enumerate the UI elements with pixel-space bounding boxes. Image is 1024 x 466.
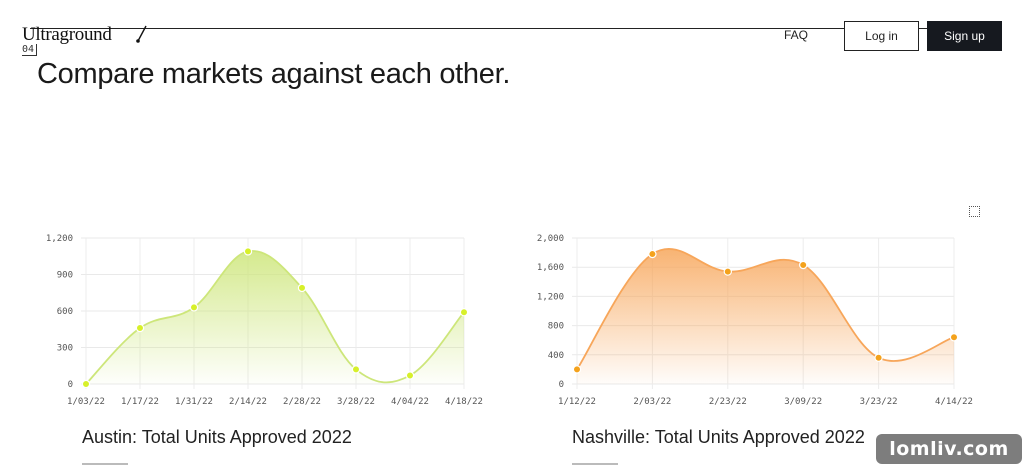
data-point[interactable]	[189, 303, 199, 312]
data-point[interactable]	[81, 379, 91, 389]
header-rule	[30, 28, 1002, 29]
data-point[interactable]	[799, 260, 808, 270]
data-point[interactable]	[949, 333, 959, 342]
watermark-text: lomliv.com	[889, 438, 1009, 460]
nashville-area-fill	[577, 248, 954, 384]
austin-area-fill	[86, 250, 464, 384]
data-point[interactable]	[723, 267, 732, 276]
x-tick-label: 3/09/22	[784, 397, 822, 407]
x-tick-label: 2/23/22	[709, 397, 747, 407]
nashville-chart-svg: 0 400 800 1,200 1,600 2,000 1/12/22 2/03/22 2/23…	[537, 234, 973, 407]
x-tick-label: 1/17/22	[121, 397, 159, 407]
y-tick-label: 800	[548, 322, 564, 332]
y-tick-label: 1,200	[537, 292, 564, 302]
austin-chart-title: Austin: Total Units Approved 2022	[82, 427, 352, 447]
y-tick-label: 900	[57, 271, 73, 281]
y-tick-label: 2,000	[537, 234, 564, 244]
expand-icon[interactable]	[969, 206, 980, 217]
login-button[interactable]: Log in	[844, 21, 919, 51]
x-tick-label: 4/18/22	[445, 397, 483, 407]
y-tick-label: 0	[559, 380, 564, 390]
y-tick-label: 300	[57, 344, 73, 354]
austin-chart-svg: 0 300 600 900 1,200 1/03/22 1/17/22 1/31/22 2/14…	[46, 234, 483, 407]
data-point[interactable]	[405, 371, 415, 380]
austin-chart: 0 300 600 900 1,200 1/03/22 1/17/22 1/31/22 2/14…	[40, 226, 500, 416]
logo[interactable]: Ultraground	[22, 24, 112, 45]
data-point[interactable]	[572, 365, 582, 374]
data-point[interactable]	[297, 283, 307, 293]
x-tick-label: 4/14/22	[935, 397, 973, 407]
signup-button[interactable]: Sign up	[927, 21, 1002, 51]
data-point[interactable]	[351, 365, 361, 374]
nashville-chart: 0 400 800 1,200 1,600 2,000 1/12/22 2/03/22 2/23…	[530, 226, 990, 416]
x-tick-label: 4/04/22	[391, 397, 429, 407]
x-tick-label: 1/31/22	[175, 397, 213, 407]
y-tick-label: 1,200	[46, 234, 73, 244]
nashville-chart-title: Nashville: Total Units Approved 2022	[572, 427, 865, 447]
data-point[interactable]	[243, 247, 253, 256]
x-tick-label: 2/03/22	[633, 397, 671, 407]
data-point[interactable]	[874, 353, 883, 362]
x-tick-label: 1/12/22	[558, 397, 596, 407]
y-tick-label: 600	[57, 307, 73, 317]
faq-link[interactable]: FAQ	[784, 28, 809, 42]
x-tick-label: 3/28/22	[337, 397, 375, 407]
data-point[interactable]	[648, 249, 657, 259]
x-tick-label: 2/14/22	[229, 397, 267, 407]
page-title: Compare markets against each other.	[37, 58, 511, 90]
nashville-link-underline[interactable]	[572, 463, 618, 465]
x-tick-label: 3/23/22	[860, 397, 898, 407]
austin-link-underline[interactable]	[82, 463, 128, 465]
y-tick-label: 0	[68, 380, 73, 390]
pen-icon	[136, 25, 147, 43]
y-tick-label: 1,600	[537, 263, 564, 273]
data-point[interactable]	[135, 323, 145, 333]
x-tick-label: 2/28/22	[283, 397, 321, 407]
y-tick-label: 400	[548, 351, 564, 361]
x-tick-label: 1/03/22	[67, 397, 105, 407]
data-point[interactable]	[459, 308, 469, 317]
watermark: lomliv.com	[876, 434, 1022, 464]
logo-subtitle: 04	[22, 44, 38, 56]
